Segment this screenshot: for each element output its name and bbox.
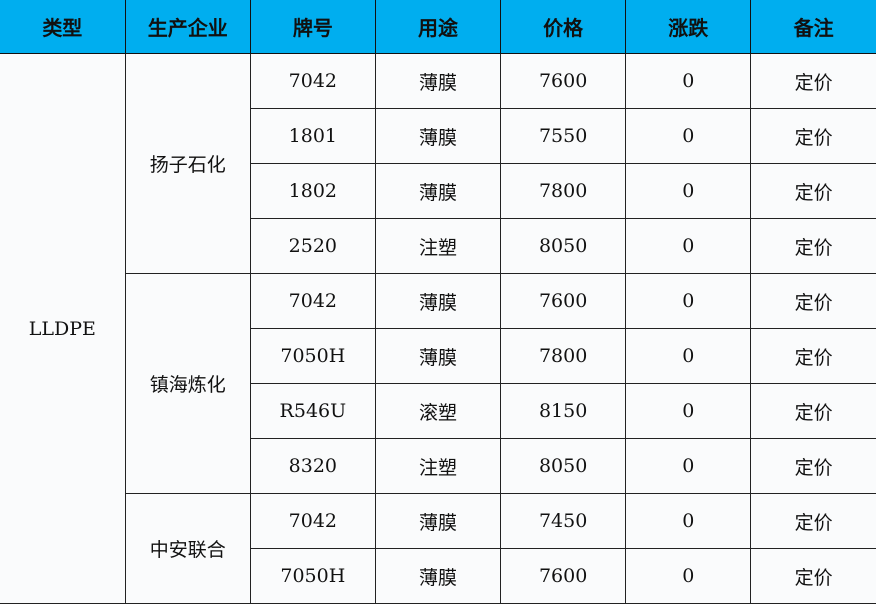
table-row: 1802 薄膜 7800 0 定价 xyxy=(0,163,876,219)
note-cell: 定价 xyxy=(750,273,876,329)
note-cell: 定价 xyxy=(750,108,876,164)
column-header: 类型 xyxy=(0,0,126,54)
type-cell: LLDPE xyxy=(0,53,126,604)
change-cell: 0 xyxy=(625,218,752,274)
grade-cell: 7050H xyxy=(249,328,376,384)
change-cell: 0 xyxy=(625,438,752,494)
grade-cell: 2520 xyxy=(249,218,376,274)
use-cell: 薄膜 xyxy=(374,108,502,164)
price-cell: 7600 xyxy=(500,53,627,109)
table-row: 镇海炼化 7042 薄膜 7600 0 定价 xyxy=(0,273,876,494)
header-row: 类型 生产企业 牌号 用途 价格 涨跌 备注 xyxy=(0,0,876,54)
company-cell: 镇海炼化 xyxy=(124,273,251,494)
grade-cell: 7042 xyxy=(249,273,376,329)
table-row: 1801 薄膜 7550 0 定价 xyxy=(0,108,876,164)
company-cell: 中安联合 xyxy=(124,493,251,604)
price-cell: 8050 xyxy=(500,218,627,274)
note-cell: 定价 xyxy=(750,548,876,604)
use-cell: 注塑 xyxy=(374,438,502,494)
grade-cell: 1801 xyxy=(249,108,376,164)
price-cell: 7800 xyxy=(500,163,627,219)
column-header: 牌号 xyxy=(249,0,376,54)
use-cell: 滚塑 xyxy=(374,383,502,439)
use-cell: 薄膜 xyxy=(374,273,502,329)
column-header: 用途 xyxy=(374,0,502,54)
table-row: 8320 注塑 8050 0 定价 xyxy=(0,438,876,494)
change-cell: 0 xyxy=(625,548,752,604)
change-cell: 0 xyxy=(625,108,752,164)
use-cell: 薄膜 xyxy=(374,53,502,109)
price-cell: 7550 xyxy=(500,108,627,164)
column-header: 价格 xyxy=(500,0,627,54)
company-cell: 扬子石化 xyxy=(124,53,251,274)
note-cell: 定价 xyxy=(750,493,876,549)
grade-cell: 7050H xyxy=(249,548,376,604)
use-cell: 薄膜 xyxy=(374,328,502,384)
grade-cell: R546U xyxy=(249,383,376,439)
price-cell: 7600 xyxy=(500,548,627,604)
note-cell: 定价 xyxy=(750,328,876,384)
column-header: 备注 xyxy=(750,0,876,54)
table-row: 中安联合 7042 薄膜 7450 0 定价 xyxy=(0,493,876,604)
change-cell: 0 xyxy=(625,328,752,384)
price-cell: 7800 xyxy=(500,328,627,384)
change-cell: 0 xyxy=(625,493,752,549)
note-cell: 定价 xyxy=(750,218,876,274)
grade-cell: 7042 xyxy=(249,493,376,549)
note-cell: 定价 xyxy=(750,383,876,439)
change-cell: 0 xyxy=(625,53,752,109)
grade-cell: 7042 xyxy=(249,53,376,109)
price-cell: 8150 xyxy=(500,383,627,439)
grade-cell: 8320 xyxy=(249,438,376,494)
column-header: 生产企业 xyxy=(124,0,251,54)
use-cell: 薄膜 xyxy=(374,163,502,219)
change-cell: 0 xyxy=(625,273,752,329)
price-cell: 7450 xyxy=(500,493,627,549)
table-row: 2520 注塑 8050 0 定价 xyxy=(0,218,876,274)
price-cell: 7600 xyxy=(500,273,627,329)
note-cell: 定价 xyxy=(750,53,876,109)
use-cell: 薄膜 xyxy=(374,493,502,549)
grade-cell: 1802 xyxy=(249,163,376,219)
table-row: R546U 滚塑 8150 0 定价 xyxy=(0,383,876,439)
column-header: 涨跌 xyxy=(625,0,752,54)
use-cell: 注塑 xyxy=(374,218,502,274)
price-cell: 8050 xyxy=(500,438,627,494)
table-row: LLDPE 扬子石化 7042 薄膜 7600 0 定价 xyxy=(0,53,876,604)
change-cell: 0 xyxy=(625,163,752,219)
note-cell: 定价 xyxy=(750,438,876,494)
note-cell: 定价 xyxy=(750,163,876,219)
use-cell: 薄膜 xyxy=(374,548,502,604)
change-cell: 0 xyxy=(625,383,752,439)
